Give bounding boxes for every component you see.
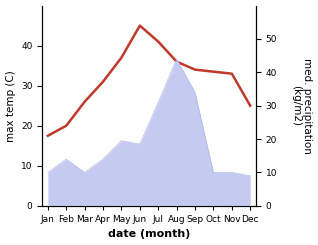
Y-axis label: med. precipitation
(kg/m2): med. precipitation (kg/m2) [291,58,313,154]
X-axis label: date (month): date (month) [108,230,190,239]
Y-axis label: max temp (C): max temp (C) [5,70,16,142]
